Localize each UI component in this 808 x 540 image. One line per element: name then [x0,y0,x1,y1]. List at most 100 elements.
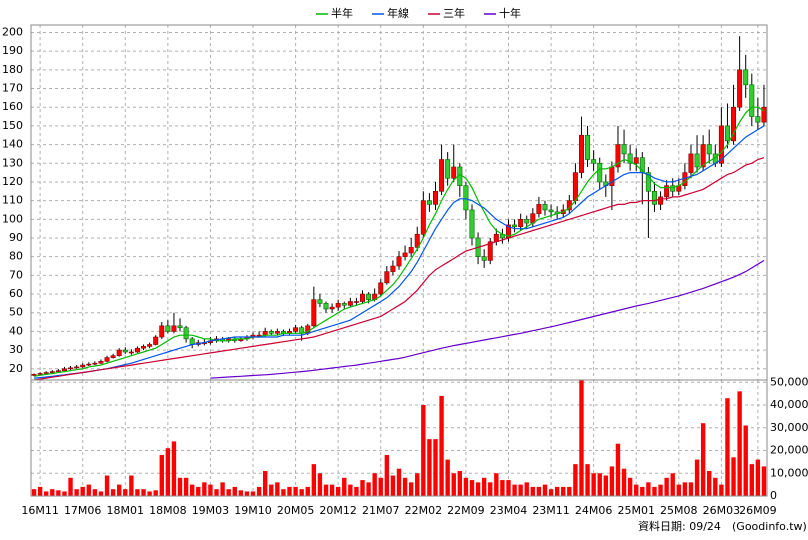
candle-body [518,219,524,228]
x-tick-label: 18M01 [107,504,145,517]
volume-bar [554,486,560,496]
volume-bar [627,477,633,496]
volume-bar [634,484,639,496]
volume-bar [74,489,79,496]
y2-tick-label: 50,000 [770,375,808,388]
candle-body [390,265,396,272]
candle-body [80,364,86,368]
ma-line [33,125,765,379]
candle-body [402,252,408,257]
volume-bar [378,477,383,496]
volume-bar [463,477,469,496]
y-tick-label: 70 [9,268,23,281]
y-tick-label: 130 [2,156,23,169]
volume-bar [360,480,365,496]
y-tick-label: 100 [2,212,23,225]
candle-body [536,204,542,215]
volume-bar [408,482,414,496]
volume-bar [512,484,517,496]
volume-bar [573,464,578,496]
candle-body [55,370,61,372]
y2-tick-label: 10,000 [770,466,808,479]
candle-body [317,299,323,304]
x-tick-label: 26M09 [739,504,777,517]
volume-bar [390,475,396,496]
volume-bar [250,491,256,496]
volume-bar [159,455,164,496]
candle-body [171,325,177,332]
volume-bar [135,489,140,496]
volume-bar [98,491,104,496]
candle-body [481,256,487,261]
volume-bar [62,491,67,496]
candle-body [323,303,329,310]
x-tick-label: 25M08 [660,504,698,517]
y2-tick-label: 40,000 [770,398,808,411]
y-tick-label: 190 [2,44,23,57]
volume-bar [183,477,189,496]
volume-bar [86,484,91,496]
candle-body [524,219,530,224]
candle-body [384,271,390,284]
footer-source: (Goodinfo.tw) [732,520,807,533]
candle-body [694,153,700,168]
candle-body [128,351,134,354]
ma-line [210,259,765,379]
candle-body [366,293,372,300]
volume-bar [402,477,408,496]
y2-tick-label: 0 [770,489,777,502]
volume-bar [761,466,767,496]
candle-body [749,84,755,117]
volume-bar [348,484,353,496]
volume-bar [694,459,700,496]
x-tick-label: 19M10 [234,504,272,517]
x-tick-label: 26M03 [703,504,741,517]
volume-bar [475,482,481,496]
volume-bar [141,489,146,496]
volume-bar [427,439,432,496]
volume-bar [92,489,98,496]
volume-bar [609,466,615,496]
volume-bar [652,486,657,496]
candle-body [451,166,457,179]
candle-body [360,293,365,302]
candle-body [512,224,518,228]
candle-body [688,153,694,173]
candle-body [627,153,633,164]
volume-bar [262,470,268,496]
volume-bar [80,486,85,496]
volume-bar [488,482,493,496]
volume-bar [208,484,213,496]
candle-body [183,327,189,340]
volume-bar [719,484,724,496]
volume-bar [670,473,675,496]
candle-body [396,256,402,267]
volume-bar [37,486,43,496]
volume-bar [165,448,171,496]
volume-bar [481,477,487,496]
volume-bar [226,489,231,496]
volume-bar [506,480,511,496]
y-tick-label: 140 [2,138,23,151]
candle-body [439,159,445,192]
volume-bar [664,477,669,496]
volume-bar [433,439,438,496]
volume-bar [147,491,152,496]
candle-body [408,247,414,254]
x-tick-label: 22M02 [405,504,443,517]
legend-label: 半年 [331,6,353,20]
y-tick-label: 90 [9,231,23,244]
volume-bar [56,490,61,496]
volume-bar [214,489,219,496]
candle-body [68,367,74,370]
volume-bar [305,486,310,496]
candle-body [433,190,438,205]
volume-bar [366,482,371,496]
volume-bar [494,473,499,496]
volume-bar [311,464,317,496]
candle-body [49,371,55,373]
candle-body [61,368,67,371]
candle-body [414,233,420,248]
candle-body [110,355,116,358]
volume-bar [439,395,444,496]
